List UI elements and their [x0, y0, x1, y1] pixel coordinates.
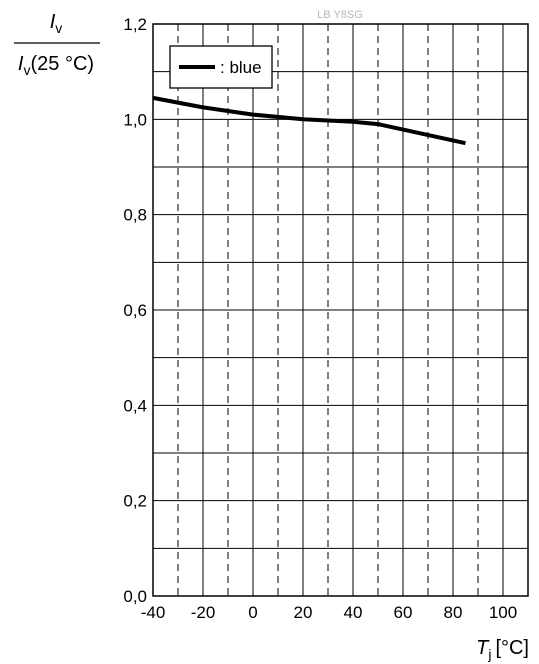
x-tick-label: 20: [294, 603, 313, 622]
y-label-numerator-symbol: I: [50, 11, 56, 33]
y-label-denominator-symbol: I: [18, 53, 24, 75]
y-tick-label: 0,4: [123, 396, 147, 415]
y-tick-label: 0,2: [123, 492, 147, 511]
svg-text:Iv: Iv: [50, 11, 63, 36]
y-label-denominator-arg: (25 °C): [30, 53, 94, 75]
y-axis-label: Iv Iv(25 °C): [14, 11, 100, 78]
svg-text:Iv(25 °C): Iv(25 °C): [18, 53, 94, 78]
x-label-sub: j: [487, 646, 491, 662]
y-tick-label: 0,6: [123, 301, 147, 320]
y-tick-labels: 0,0 0,2 0,4 0,6 0,8 1,0 1,2: [123, 15, 147, 606]
y-tick-label: 1,0: [123, 110, 147, 129]
x-tick-labels: -40 -20 0 20 40 60 80 100: [141, 603, 517, 622]
series-layer: [152, 95, 466, 146]
x-tick-label: -40: [141, 603, 166, 622]
x-tick-label: 80: [444, 603, 463, 622]
y-tick-label: 0,8: [123, 206, 147, 225]
y-tick-label: 1,2: [123, 15, 147, 34]
x-tick-label: 40: [344, 603, 363, 622]
x-tick-label: 100: [489, 603, 517, 622]
x-tick-label: -20: [191, 603, 216, 622]
y-label-denominator-sub: v: [23, 62, 30, 78]
y-tick-label: 0,0: [123, 587, 147, 606]
grid: [153, 24, 528, 596]
watermark: LB Y8SG: [317, 9, 363, 21]
legend-label: : blue: [220, 58, 262, 77]
plot-frame: [152, 23, 529, 597]
x-label-unit: [°C]: [495, 637, 529, 659]
legend: : blue: [169, 45, 273, 89]
x-tick-label: 0: [248, 603, 257, 622]
series-line-blue: [152, 95, 466, 146]
x-axis-label: Tj [°C]: [476, 637, 529, 662]
x-label-symbol: T: [476, 637, 490, 659]
y-label-numerator-sub: v: [55, 20, 62, 36]
x-tick-label: 60: [394, 603, 413, 622]
